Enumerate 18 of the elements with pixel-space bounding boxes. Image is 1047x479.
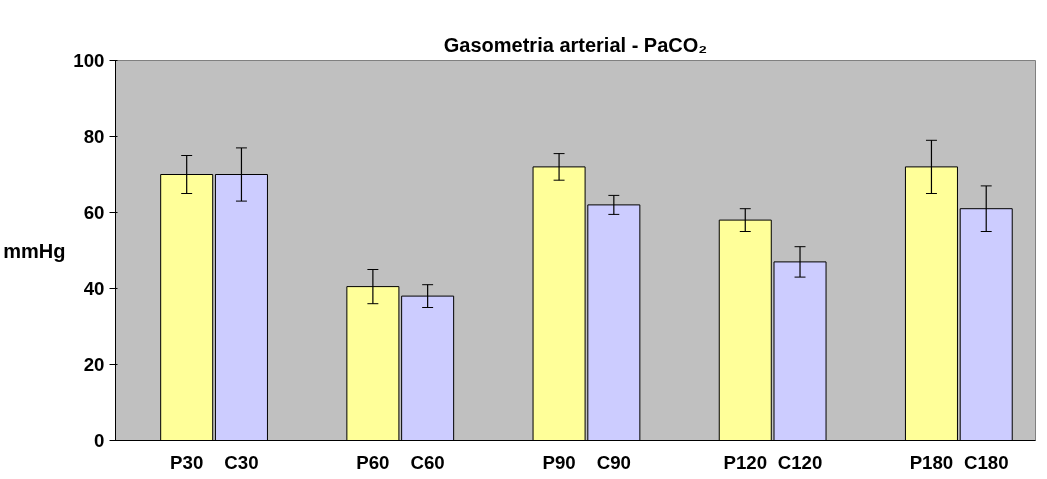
- y-tick-label: 60: [83, 202, 105, 223]
- x-tick-label: C180: [963, 451, 1009, 473]
- x-tick-label: P60: [356, 451, 390, 473]
- x-tick-label: P30: [170, 451, 204, 473]
- chart-title: Gasometria arterial - PaCO₂: [443, 33, 708, 56]
- x-tick-label: P120: [723, 451, 768, 473]
- y-tick-label: 80: [83, 126, 105, 147]
- x-tick-label: P180: [909, 451, 954, 473]
- x-tick-label: C120: [777, 451, 823, 473]
- y-tick-label: 100: [73, 50, 105, 71]
- x-tick-label: P90: [542, 451, 576, 473]
- y-axis-title: mmHg: [3, 239, 66, 262]
- y-tick-label: 40: [83, 278, 105, 299]
- y-tick-label: 20: [83, 354, 105, 375]
- y-tick-label: 0: [94, 430, 105, 451]
- x-tick-label: C90: [596, 451, 631, 473]
- x-tick-label: C60: [410, 451, 445, 473]
- x-tick-label: C30: [224, 451, 259, 473]
